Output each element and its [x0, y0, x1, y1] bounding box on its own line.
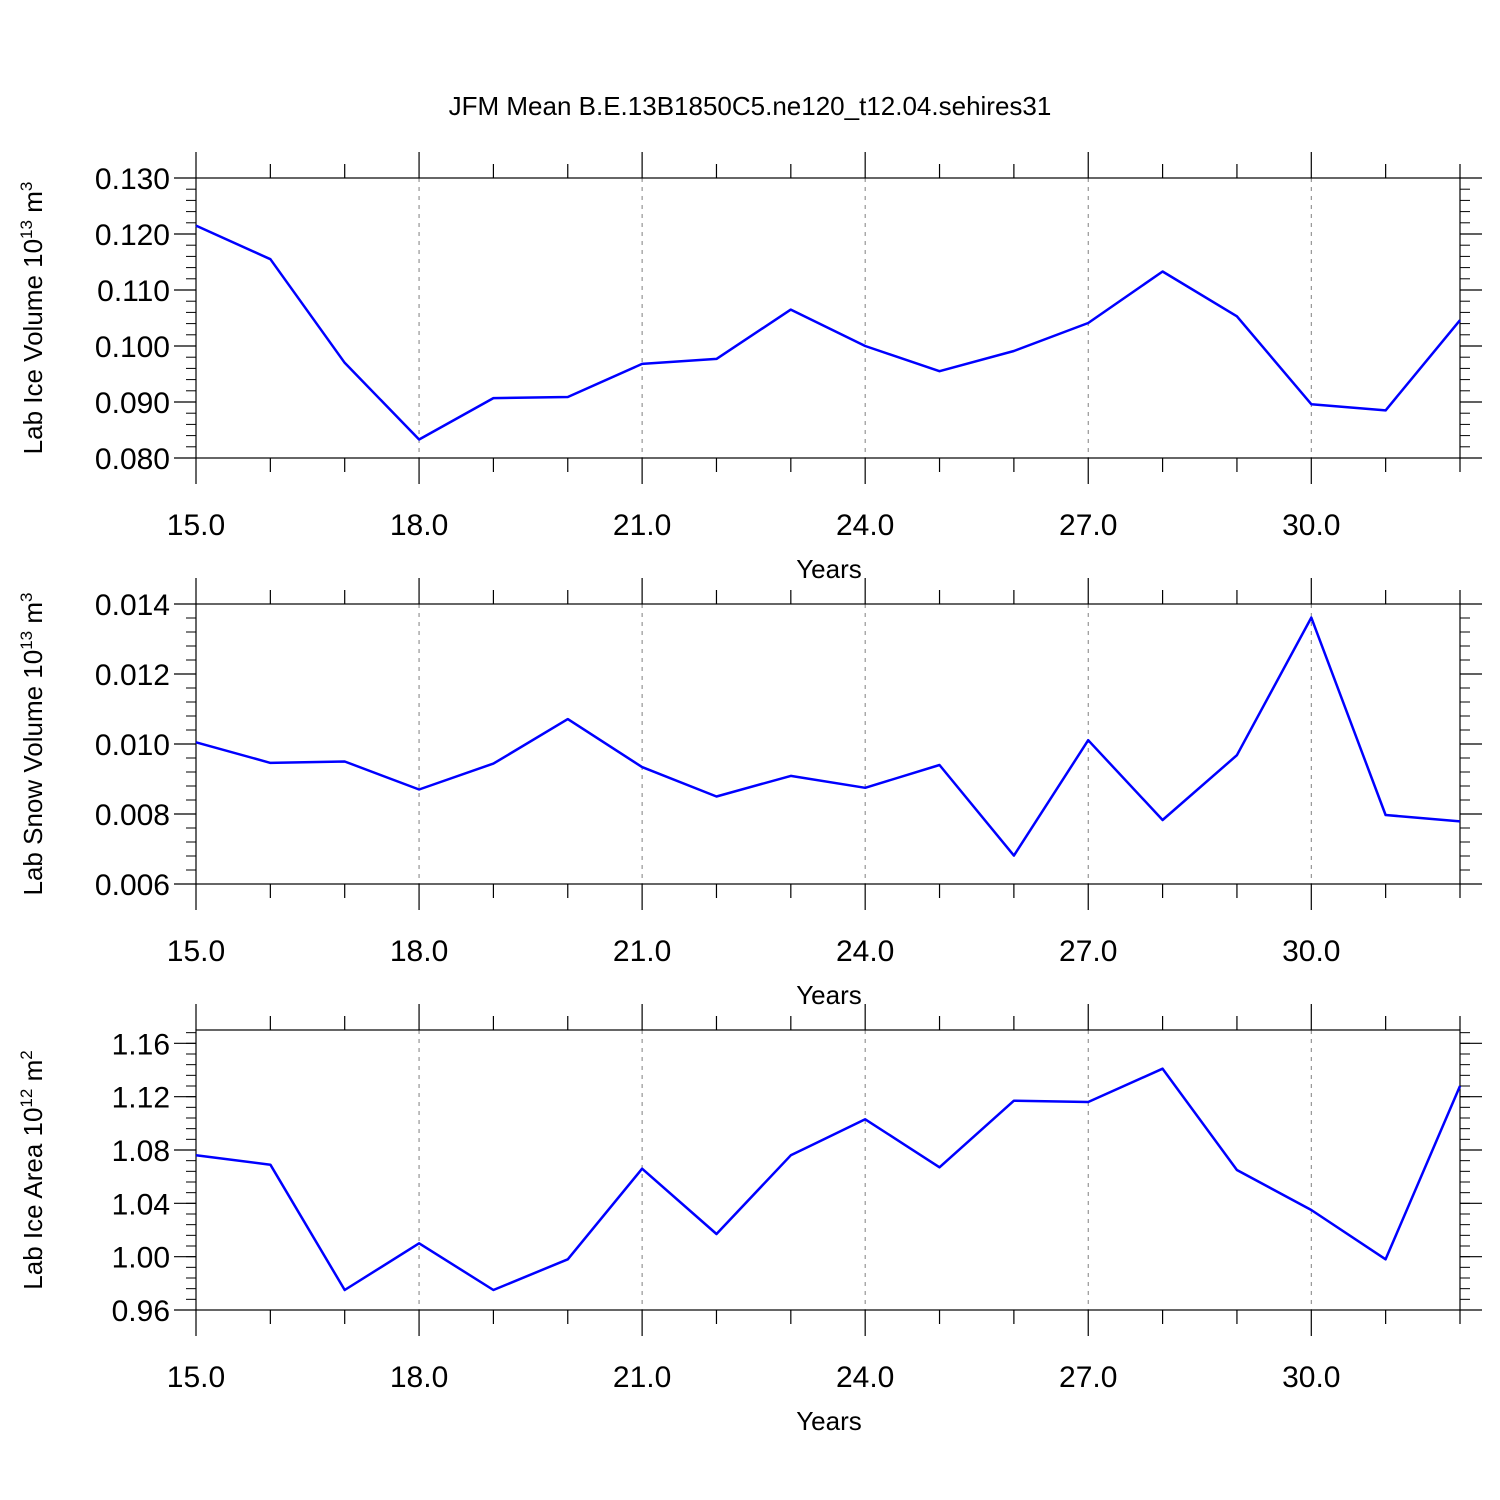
plot-frame — [195, 177, 1461, 459]
y-tick-label: 0.006 — [95, 869, 170, 902]
x-tick-label: 27.0 — [1059, 509, 1117, 542]
x-tick-label: 18.0 — [390, 509, 448, 542]
x-tick-label: 27.0 — [1059, 1361, 1117, 1394]
y-tick-label: 0.100 — [95, 331, 170, 364]
x-tick-label: 24.0 — [836, 935, 894, 968]
x-tick-label: 24.0 — [836, 509, 894, 542]
plot-frame — [195, 1029, 1461, 1311]
x-tick-label: 15.0 — [167, 509, 225, 542]
x-tick-label: 30.0 — [1282, 509, 1340, 542]
y-tick-label: 1.12 — [112, 1082, 170, 1115]
y-tick-label: 0.008 — [95, 799, 170, 832]
x-tick-label: 18.0 — [390, 935, 448, 968]
chart-panel-2: 0.006 0.008 0.010 0.012 0.014 15.0 18.0 21.0 24.… — [17, 578, 1482, 1010]
y-tick-label: 0.010 — [95, 729, 170, 762]
series-line — [195, 1067, 1462, 1292]
x-tick-label: 21.0 — [613, 509, 671, 542]
x-tick-label: 21.0 — [613, 935, 671, 968]
x-axis-label: Years — [796, 1406, 862, 1436]
y-axis-label: Lab Ice Area 1012 m2 — [17, 1050, 48, 1289]
y-tick-label: 1.08 — [112, 1135, 170, 1168]
y-tick-label: 1.04 — [112, 1188, 170, 1221]
x-axis-label: Years — [796, 980, 862, 1010]
x-axis-label: Years — [796, 554, 862, 584]
y-tick-label: 0.120 — [95, 219, 170, 252]
x-tick-label: 27.0 — [1059, 935, 1117, 968]
y-tick-label: 0.110 — [97, 275, 170, 308]
x-tick-label: 30.0 — [1282, 1361, 1340, 1394]
y-tick-label: 1.00 — [112, 1242, 170, 1275]
x-tick-label: 30.0 — [1282, 935, 1340, 968]
chart-panel-3: 0.96 1.00 1.04 1.08 1.12 1.16 15.0 18.0 21.0 24.0… — [17, 1004, 1482, 1436]
chart-panel-1: 0.080 0.090 0.100 0.110 0.120 0.130 15.0 18.0 21… — [17, 152, 1482, 584]
y-tick-label: 0.090 — [95, 387, 170, 420]
y-tick-label: 0.012 — [95, 659, 170, 692]
y-tick-label: 0.014 — [95, 589, 170, 622]
y-axis-label: Lab Snow Volume 1013 m3 — [17, 592, 48, 895]
y-tick-label: 0.130 — [95, 163, 170, 196]
x-tick-label: 21.0 — [613, 1361, 671, 1394]
series-line — [195, 616, 1461, 857]
chart-title: JFM Mean B.E.13B1850C5.ne120_t12.04.sehi… — [449, 91, 1052, 121]
series-line — [195, 224, 1461, 441]
y-tick-label: 1.16 — [112, 1028, 170, 1061]
x-tick-label: 15.0 — [167, 935, 225, 968]
x-tick-label: 24.0 — [836, 1361, 894, 1394]
y-tick-label: 0.96 — [112, 1295, 170, 1328]
y-axis-label: Lab Ice Volume 1013 m3 — [17, 182, 48, 455]
x-tick-label: 15.0 — [167, 1361, 225, 1394]
x-tick-label: 18.0 — [390, 1361, 448, 1394]
y-tick-label: 0.080 — [95, 443, 170, 476]
